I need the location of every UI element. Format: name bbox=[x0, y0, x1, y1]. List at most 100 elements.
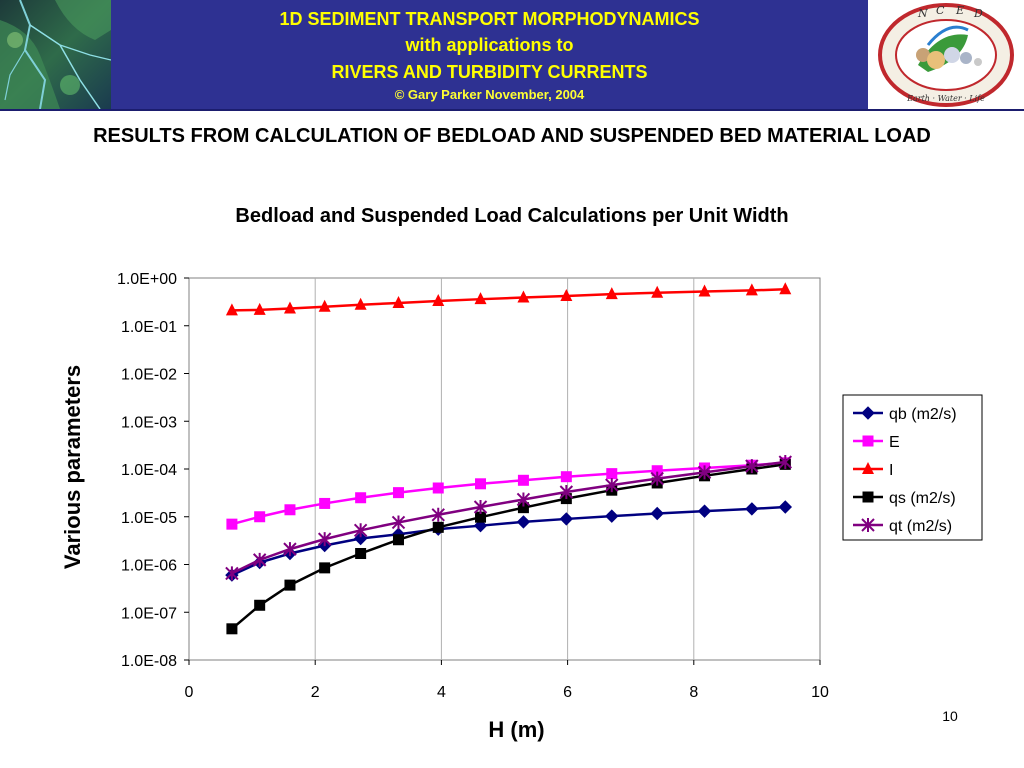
chart-title: Bedload and Suspended Load Calculations … bbox=[235, 205, 789, 227]
data-point bbox=[560, 288, 573, 301]
data-point bbox=[353, 523, 368, 538]
data-point bbox=[697, 465, 712, 480]
legend-marker bbox=[862, 435, 874, 447]
data-point bbox=[355, 492, 367, 504]
data-point bbox=[778, 455, 793, 470]
data-point bbox=[473, 518, 488, 533]
x-tick-label: 8 bbox=[689, 684, 698, 701]
legend-marker bbox=[861, 406, 875, 420]
data-point bbox=[432, 482, 444, 494]
legend-marker bbox=[862, 491, 874, 503]
data-point bbox=[745, 459, 759, 474]
data-point bbox=[605, 509, 619, 523]
data-point bbox=[392, 534, 404, 546]
data-point bbox=[354, 297, 367, 310]
data-point bbox=[283, 542, 297, 557]
data-point bbox=[745, 502, 759, 516]
data-point bbox=[226, 623, 238, 635]
data-point bbox=[253, 302, 266, 315]
x-tick-label: 0 bbox=[185, 684, 194, 701]
data-point bbox=[391, 515, 406, 530]
data-point bbox=[284, 579, 296, 591]
legend-label: I bbox=[889, 462, 893, 479]
data-point bbox=[559, 484, 574, 499]
data-point bbox=[392, 487, 404, 499]
legend-label: qs (m2/s) bbox=[889, 490, 956, 507]
data-point bbox=[779, 282, 792, 295]
x-tick-label: 4 bbox=[437, 684, 446, 701]
data-point bbox=[355, 547, 367, 559]
x-tick-label: 10 bbox=[811, 684, 829, 701]
logo-ring-text: Earth · Water · Life bbox=[906, 94, 985, 103]
logo-letter: N bbox=[917, 7, 928, 20]
data-point bbox=[778, 500, 793, 514]
logo-letter: C bbox=[936, 4, 945, 17]
x-axis-label: H (m) bbox=[488, 717, 544, 742]
data-point bbox=[606, 468, 618, 480]
data-point bbox=[605, 478, 619, 493]
data-point bbox=[650, 471, 664, 486]
y-tick-label: 1.0E-06 bbox=[121, 558, 177, 575]
page-number: 10 bbox=[942, 708, 958, 724]
data-point bbox=[650, 506, 664, 521]
data-point bbox=[283, 301, 296, 314]
slide-title: RESULTS FROM CALCULATION OF BEDLOAD AND … bbox=[93, 125, 931, 147]
data-point bbox=[254, 599, 266, 611]
course-title: 1D SEDIMENT TRANSPORT MORPHODYNAMICS bbox=[279, 9, 700, 29]
data-point bbox=[517, 290, 530, 303]
course-subtitle: with applications to bbox=[405, 35, 574, 55]
data-point bbox=[517, 502, 529, 514]
y-tick-label: 1.0E-03 bbox=[121, 414, 177, 431]
y-axis-label: Various parameters bbox=[60, 365, 85, 569]
course-topic: RIVERS AND TURBIDITY CURRENTS bbox=[331, 62, 648, 82]
y-tick-label: 1.0E-04 bbox=[121, 462, 177, 479]
data-point bbox=[226, 518, 238, 530]
data-point bbox=[559, 512, 574, 526]
data-point bbox=[319, 562, 331, 574]
plot-area bbox=[188, 277, 821, 661]
legend-marker bbox=[861, 518, 875, 532]
data-point bbox=[560, 471, 572, 483]
data-point bbox=[317, 532, 332, 547]
y-tick-label: 1.0E+00 bbox=[117, 271, 177, 288]
data-point bbox=[392, 295, 405, 308]
data-point bbox=[318, 299, 331, 312]
y-tick-label: 1.0E-07 bbox=[121, 605, 177, 622]
data-point bbox=[516, 492, 531, 507]
data-point bbox=[697, 504, 712, 518]
legend-marker bbox=[862, 462, 874, 474]
x-tick-label: 2 bbox=[311, 684, 320, 701]
data-point bbox=[252, 552, 267, 567]
data-point bbox=[651, 285, 664, 298]
data-point bbox=[474, 292, 487, 305]
data-point bbox=[698, 284, 711, 297]
y-tick-label: 1.0E-02 bbox=[121, 367, 177, 384]
data-point bbox=[254, 511, 266, 523]
data-point bbox=[432, 521, 444, 533]
delta-satellite-image bbox=[0, 0, 111, 109]
header-title-band bbox=[111, 0, 868, 111]
slide-header: 1D SEDIMENT TRANSPORT MORPHODYNAMICS wit… bbox=[0, 0, 1024, 111]
nced-logo: N C E D Earth · Water · Life bbox=[868, 0, 1024, 109]
data-point bbox=[225, 303, 238, 316]
data-point bbox=[475, 511, 487, 523]
legend-label: qt (m2/s) bbox=[889, 518, 952, 535]
data-point bbox=[225, 566, 239, 581]
data-point bbox=[432, 293, 445, 306]
y-tick-label: 1.0E-05 bbox=[121, 510, 177, 527]
header-divider bbox=[0, 109, 1024, 111]
data-point bbox=[353, 531, 368, 546]
data-point bbox=[516, 515, 531, 529]
data-point bbox=[284, 504, 296, 516]
logo-letter: E bbox=[955, 4, 964, 17]
logo-letter: D bbox=[973, 7, 983, 20]
y-tick-label: 1.0E-01 bbox=[121, 319, 177, 336]
data-point bbox=[473, 500, 488, 515]
data-point bbox=[431, 507, 445, 522]
data-point bbox=[319, 497, 331, 509]
data-point bbox=[517, 474, 529, 486]
data-point bbox=[745, 283, 758, 296]
y-tick-label: 1.0E-08 bbox=[121, 653, 177, 670]
legend-label: E bbox=[889, 434, 900, 451]
